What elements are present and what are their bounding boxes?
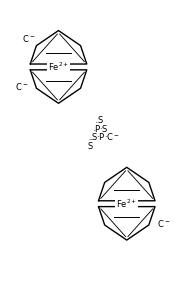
Text: Fe$^{2+}$: Fe$^{2+}$	[48, 61, 69, 73]
Text: $\dot{\mathrm{P}}$·S: $\dot{\mathrm{P}}$·S	[94, 121, 109, 135]
Text: $\ddot{\mathrm{S}}$: $\ddot{\mathrm{S}}$	[87, 138, 94, 152]
Text: Fe$^{2+}$: Fe$^{2+}$	[116, 198, 137, 210]
Text: $\dot{\mathrm{S}}$·P·C$^-$: $\dot{\mathrm{S}}$·P·C$^-$	[91, 129, 120, 143]
Text: C$^-$: C$^-$	[22, 33, 35, 44]
Text: C$^-$: C$^-$	[15, 81, 29, 92]
Text: C$^-$: C$^-$	[157, 218, 170, 229]
Text: S: S	[98, 116, 103, 125]
